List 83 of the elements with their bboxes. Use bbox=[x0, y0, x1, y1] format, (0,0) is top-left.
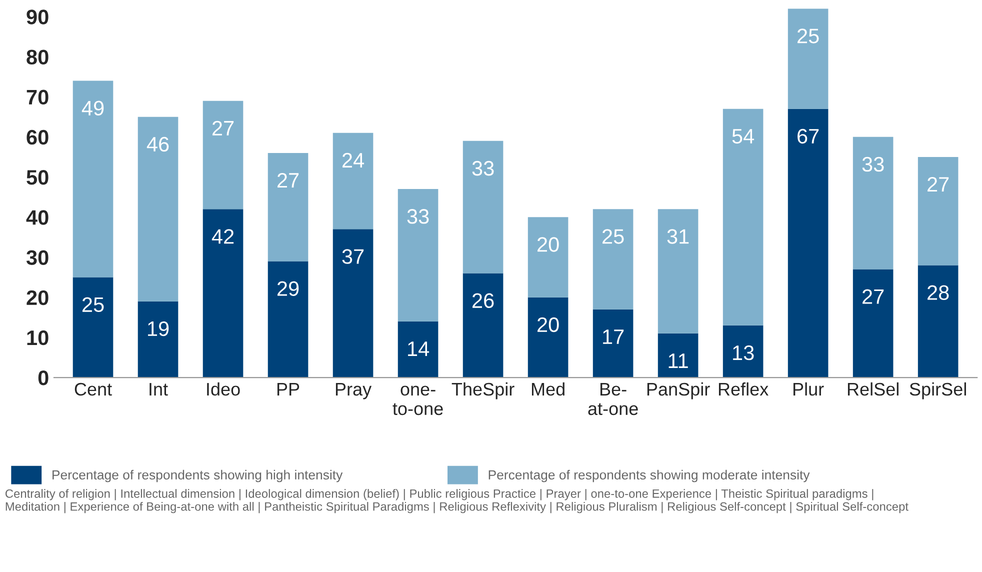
data-label: 33 bbox=[407, 209, 429, 224]
bar bbox=[202, 100, 244, 210]
x-tick-label: PP bbox=[277, 383, 300, 396]
data-label: 42 bbox=[212, 229, 234, 244]
data-label: 24 bbox=[342, 152, 364, 168]
x-tick-label: Ideo bbox=[207, 382, 240, 396]
data-label: 28 bbox=[928, 285, 949, 300]
y-tick-label: 20 bbox=[26, 290, 48, 306]
data-label: 17 bbox=[603, 330, 624, 344]
bar bbox=[788, 108, 828, 378]
bar bbox=[788, 8, 828, 109]
data-label: 25 bbox=[798, 28, 819, 44]
x-tick-label: Plur bbox=[794, 382, 824, 396]
bar bbox=[462, 273, 504, 378]
bar bbox=[138, 301, 178, 378]
data-label: 67 bbox=[798, 128, 819, 144]
y-tick-label: 90 bbox=[26, 10, 48, 24]
bar bbox=[528, 217, 568, 298]
x-tick-label: Cent bbox=[74, 382, 112, 396]
data-label: 27 bbox=[277, 172, 299, 188]
bar bbox=[722, 108, 764, 326]
legend-label: Percentage of respondents showing high intensity bbox=[52, 470, 343, 482]
bar bbox=[202, 209, 244, 378]
bar bbox=[268, 152, 308, 262]
data-label: 25 bbox=[82, 297, 104, 312]
data-label: 20 bbox=[538, 237, 559, 252]
bar bbox=[332, 132, 374, 230]
data-label: 37 bbox=[342, 249, 364, 264]
bar bbox=[918, 265, 958, 378]
x-tick-label: Be- at-one bbox=[588, 383, 638, 416]
y-tick-label: 70 bbox=[26, 90, 48, 105]
x-tick-label: Pray bbox=[336, 383, 372, 400]
bar bbox=[268, 261, 308, 378]
y-tick-label: 50 bbox=[26, 170, 48, 185]
data-label: 25 bbox=[602, 229, 624, 244]
data-label: 19 bbox=[148, 321, 169, 336]
x-tick-label: PanSpir bbox=[647, 382, 710, 400]
data-label: 29 bbox=[277, 281, 299, 296]
data-label: 33 bbox=[472, 160, 494, 176]
bar bbox=[462, 140, 504, 274]
data-label: 20 bbox=[538, 317, 559, 332]
bar bbox=[398, 321, 438, 378]
data-label: 27 bbox=[928, 176, 949, 192]
y-tick-label: 40 bbox=[26, 210, 48, 225]
bar bbox=[658, 209, 698, 334]
bar bbox=[722, 325, 764, 378]
bar bbox=[852, 269, 894, 378]
x-tick-label: Med bbox=[532, 382, 564, 396]
bar bbox=[138, 116, 178, 302]
data-label: 33 bbox=[862, 156, 884, 172]
bar bbox=[72, 80, 114, 278]
data-label: 27 bbox=[212, 120, 234, 136]
bar bbox=[398, 189, 438, 322]
bar bbox=[852, 136, 894, 270]
data-label: 49 bbox=[82, 100, 104, 116]
bar bbox=[658, 333, 698, 378]
y-tick-label: 0 bbox=[38, 370, 48, 386]
x-tick-label: Int bbox=[150, 383, 168, 396]
bar bbox=[592, 209, 634, 310]
bar bbox=[332, 229, 374, 378]
y-tick-label: 10 bbox=[27, 330, 48, 346]
x-tick-label: Reflex bbox=[718, 382, 768, 396]
y-tick-label: 80 bbox=[26, 50, 48, 64]
bar bbox=[528, 297, 568, 378]
bar bbox=[72, 277, 114, 378]
x-tick-label: one- to-one bbox=[392, 386, 443, 416]
text: Centrality of religion | Intellectual dimension | Ideological dimension (belief) | Public religious Practice | Prayer | one-to-one Experience | Theistic Spiritual paradigms | Meditation | Experience of Being-at-one with all | Pantheistic Spiritual Paradigms | Religious Reflexivity | Religious Pluralism | Religious Self-concept | Spiritual Self-concept bbox=[6, 489, 908, 514]
y-tick-label: 30 bbox=[26, 250, 48, 265]
data-label: 54 bbox=[732, 129, 754, 144]
data-label: 14 bbox=[408, 342, 430, 356]
y-tick-label: 60 bbox=[26, 130, 48, 145]
x-tick-label: TheSpir bbox=[452, 382, 514, 400]
x-tick-label: RelSel bbox=[848, 382, 898, 396]
data-label: 11 bbox=[668, 354, 688, 368]
data-label: 26 bbox=[472, 293, 494, 308]
x-tick-label: SpirSel bbox=[910, 382, 966, 400]
data-label: 27 bbox=[862, 289, 884, 304]
bar bbox=[918, 156, 958, 266]
data-label: 46 bbox=[146, 136, 169, 152]
data-label: 13 bbox=[733, 345, 754, 360]
bar bbox=[592, 309, 634, 378]
data-label: 31 bbox=[667, 229, 689, 244]
legend-label: Percentage of respondents showing moderate intensity bbox=[488, 470, 810, 482]
